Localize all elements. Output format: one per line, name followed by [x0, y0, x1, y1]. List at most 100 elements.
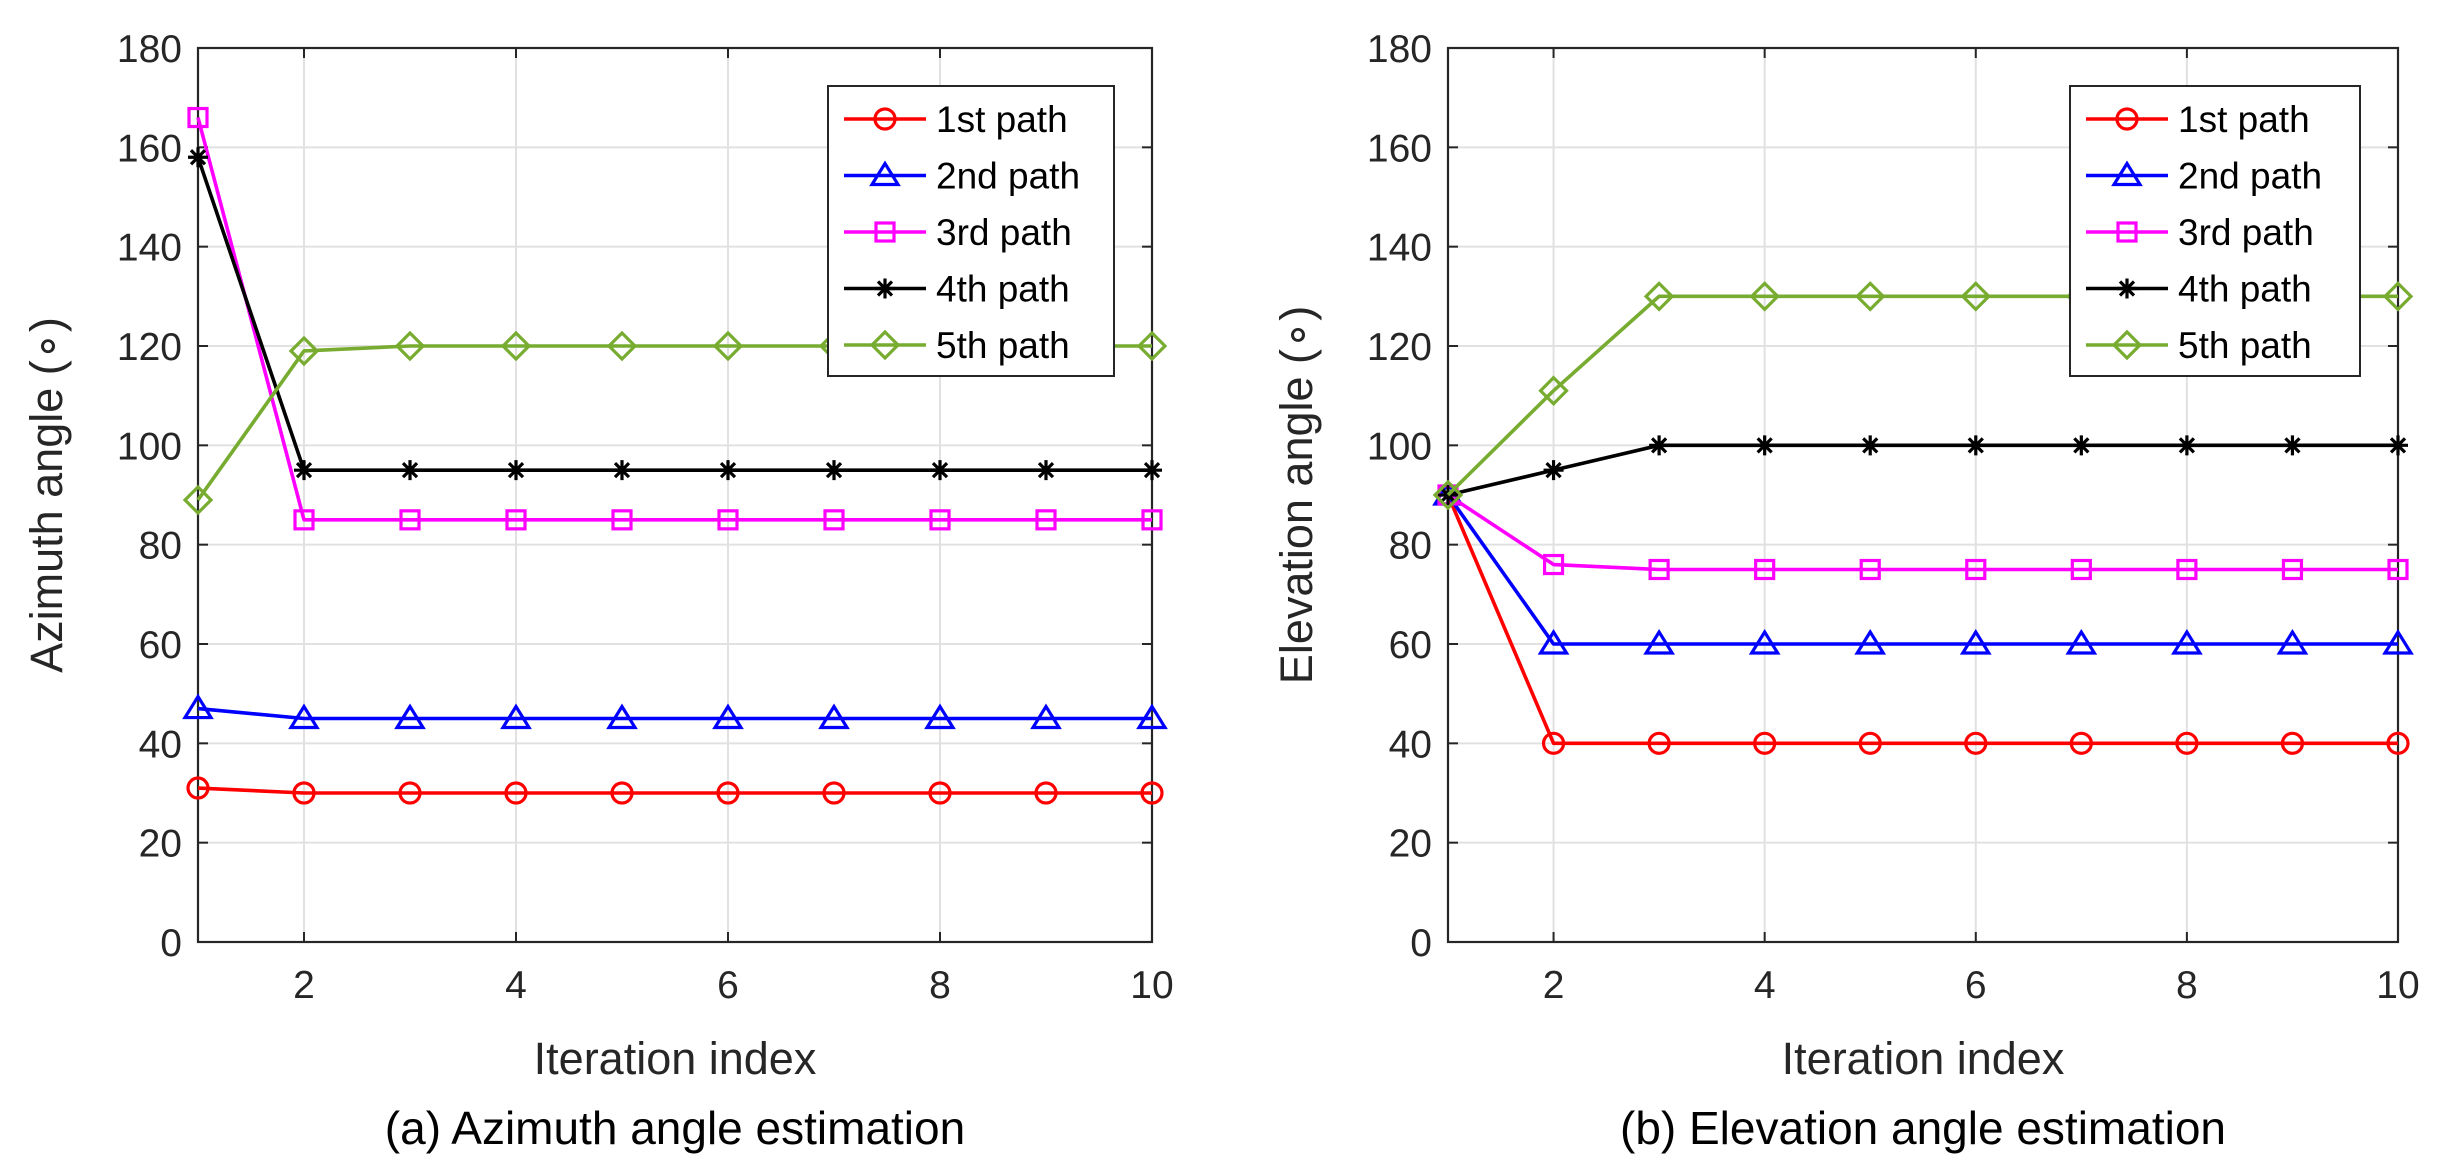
data-point — [823, 509, 845, 531]
data-point — [2382, 628, 2414, 655]
data-point — [293, 509, 315, 531]
data-point — [924, 703, 956, 730]
y-tick-label: 60 — [1389, 624, 1432, 667]
series-line — [1446, 493, 2398, 646]
data-point — [398, 781, 422, 805]
data-point — [818, 703, 850, 730]
y-tick-label: 120 — [1367, 326, 1432, 369]
data-point — [2387, 558, 2409, 581]
data-point — [2171, 628, 2203, 655]
data-point — [294, 460, 314, 481]
legend-label: 1st path — [2178, 99, 2310, 140]
y-tick-label: 20 — [1389, 823, 1432, 866]
x-tick-label: 4 — [505, 964, 527, 1007]
series-line — [196, 156, 1152, 472]
x-axis-label: Iteration index — [534, 1033, 817, 1084]
data-point — [1964, 731, 1988, 755]
data-point — [1858, 731, 1882, 755]
data-point — [1542, 553, 1565, 576]
data-point — [2065, 628, 2098, 655]
data-point — [2276, 628, 2309, 655]
data-point — [505, 509, 527, 531]
x-tick-label: 8 — [929, 964, 951, 1007]
data-point — [1140, 781, 1164, 805]
data-point — [1960, 281, 1992, 312]
data-point — [1859, 558, 1881, 581]
data-point — [1854, 281, 1886, 312]
legend-marker — [2115, 107, 2139, 131]
data-point — [1643, 281, 1675, 312]
axes-box — [196, 46, 1154, 944]
data-point — [394, 703, 426, 730]
data-point — [929, 509, 951, 531]
legend-label: 2nd path — [936, 156, 1080, 197]
data-point — [1749, 281, 1780, 312]
data-point — [2176, 435, 2197, 456]
data-point — [1136, 330, 1168, 362]
data-point — [1643, 628, 1675, 655]
data-point — [1141, 509, 1163, 531]
legend-label: 4th path — [2178, 269, 2312, 310]
data-point — [1142, 460, 1162, 481]
y-tick-label: 60 — [139, 624, 182, 667]
series-line — [196, 117, 1152, 522]
data-point — [1036, 460, 1056, 481]
chart-azimuth: 0 20 40 60 80 100 120 140 160 180 2 4 6 8 10 Iteration … — [21, 28, 1174, 1154]
legend-marker — [2117, 278, 2137, 299]
y-tick-label: 160 — [117, 127, 182, 170]
data-point — [712, 703, 744, 730]
y-tick-label: 80 — [1389, 525, 1432, 568]
data-point — [1649, 435, 1670, 456]
data-point — [500, 703, 532, 730]
series-3 — [187, 106, 1163, 531]
data-point — [394, 330, 426, 362]
data-point — [1854, 628, 1887, 655]
data-point — [504, 781, 528, 805]
data-point — [824, 460, 844, 481]
data-point — [2282, 435, 2303, 456]
x-tick-label: 6 — [717, 964, 739, 1007]
data-point — [1035, 509, 1057, 531]
y-axis-label: Elevation angle (∘) — [1271, 306, 1322, 684]
data-point — [1030, 703, 1062, 730]
series-3 — [1437, 484, 2409, 581]
legend: 1st path 2nd path 3rd path 4th path 5th path — [827, 85, 1115, 377]
legend-marker — [869, 160, 901, 187]
data-point — [2069, 731, 2093, 755]
data-point — [718, 460, 738, 481]
data-point — [2388, 435, 2408, 456]
data-point — [716, 781, 740, 805]
data-point — [2175, 731, 2199, 755]
data-point — [288, 335, 320, 367]
data-point — [1648, 558, 1670, 581]
y-tick-label: 0 — [1410, 922, 1432, 965]
data-point — [1543, 460, 1564, 481]
legend-label: 3rd path — [936, 212, 1072, 253]
data-point — [506, 460, 526, 481]
y-tick-label: 140 — [1367, 227, 1432, 270]
x-tick-label: 10 — [2376, 964, 2419, 1007]
data-point — [930, 460, 950, 481]
x-tick-label: 2 — [1543, 964, 1565, 1007]
data-point — [928, 781, 952, 805]
y-tick-label: 20 — [139, 823, 182, 866]
data-point — [1537, 628, 1570, 655]
data-point — [2281, 558, 2304, 581]
legend-marker — [2116, 221, 2138, 243]
legend-label: 5th path — [936, 325, 1070, 366]
data-point — [712, 330, 744, 362]
data-point — [611, 509, 633, 531]
legend-marker — [875, 278, 895, 299]
data-point — [1754, 558, 1776, 581]
data-point — [1538, 375, 1569, 406]
data-point — [182, 693, 214, 720]
data-point — [1541, 731, 1566, 755]
data-point — [2386, 731, 2410, 755]
legend-label: 2nd path — [2178, 156, 2322, 197]
data-point — [186, 776, 210, 800]
data-point — [717, 509, 739, 531]
x-tick-label: 8 — [2176, 964, 2198, 1007]
legend-marker — [874, 221, 896, 243]
subfigure-caption: (b) Elevation angle estimation — [1620, 1102, 2226, 1154]
